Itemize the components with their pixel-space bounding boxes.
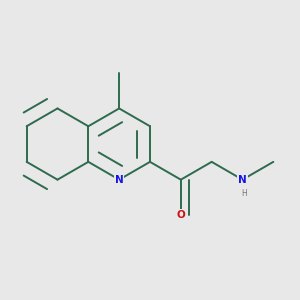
Text: N: N [115,175,124,185]
Text: H: H [241,189,247,198]
Text: N: N [238,175,247,185]
Text: O: O [176,210,185,220]
